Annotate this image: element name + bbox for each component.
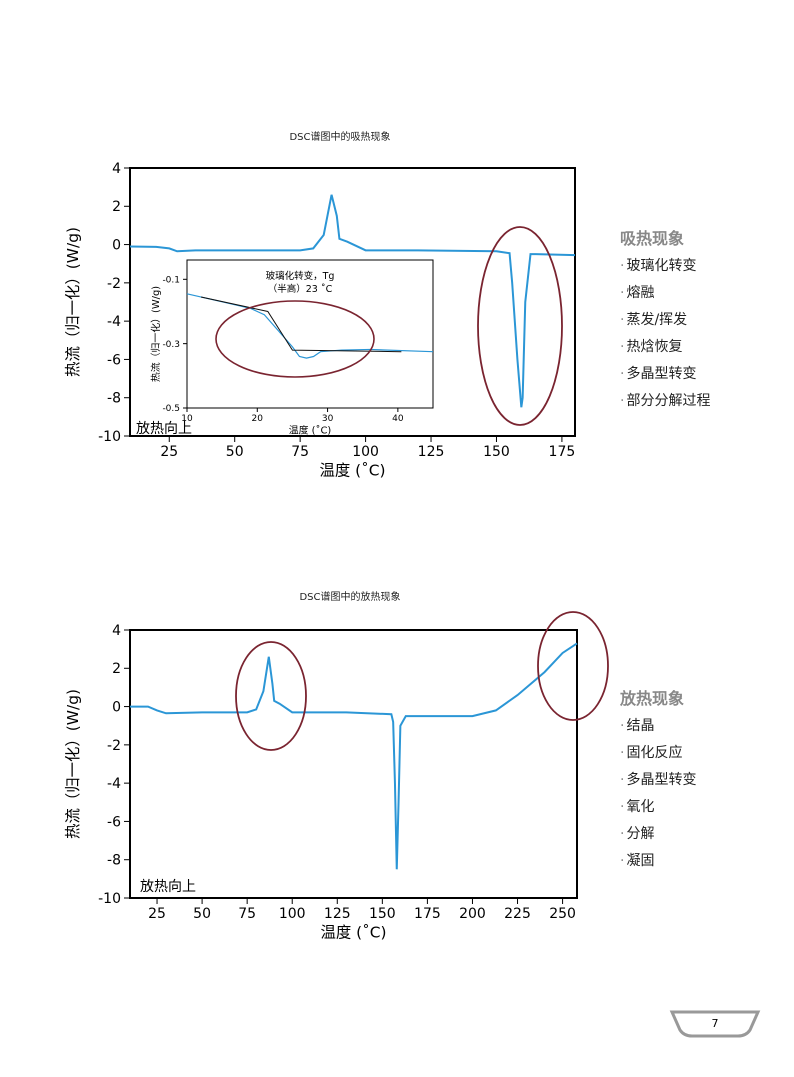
highlight-ellipse xyxy=(477,226,563,426)
y-tick-label: -10 xyxy=(98,891,121,907)
x-tick-label: 75 xyxy=(238,906,256,922)
legend-heading: 吸热现象 xyxy=(620,229,685,248)
inset-title: 玻璃化转变，Tg xyxy=(266,270,335,282)
highlight-ellipse xyxy=(235,641,307,751)
page-tab xyxy=(669,1010,761,1038)
chart2-title: DSC谱图中的放热现象 xyxy=(299,592,401,603)
y-axis-label: 热流（归一化）(W/g) xyxy=(64,227,82,377)
y-tick-label: 4 xyxy=(112,623,121,639)
y-axis-label: 热流（归一化）(W/g) xyxy=(149,286,162,382)
y-tick-label: -8 xyxy=(107,391,121,407)
y-tick-label: -2 xyxy=(107,738,121,754)
x-tick-label: 150 xyxy=(369,906,396,922)
y-tick-label: -0.3 xyxy=(162,340,180,350)
legend-item: 固化反应 xyxy=(620,742,696,769)
legend-item: 部分分解过程 xyxy=(620,390,710,417)
legend-heading: 放热现象 xyxy=(620,689,685,708)
data-series-line xyxy=(129,194,576,408)
legend-item: 结晶 xyxy=(620,715,696,742)
x-tick-label: 125 xyxy=(324,906,351,922)
x-tick-label: 20 xyxy=(252,414,264,424)
y-tick-label: 0 xyxy=(112,237,121,253)
legend-item: 凝固 xyxy=(620,850,696,877)
y-tick-label: -8 xyxy=(107,853,121,869)
legend-item: 蒸发/挥发 xyxy=(620,309,710,336)
x-axis-label: 温度 (˚C) xyxy=(289,424,331,437)
exo-up-annotation: 放热向上 xyxy=(140,879,196,895)
x-axis-label: 温度 (˚C) xyxy=(319,462,385,480)
legend-item: 分解 xyxy=(620,823,696,850)
x-tick-label: 200 xyxy=(459,906,486,922)
plot-frame xyxy=(129,629,578,899)
y-tick-label: 4 xyxy=(112,161,121,177)
x-tick-label: 175 xyxy=(414,906,441,922)
y-tick-label: -4 xyxy=(107,776,121,792)
y-tick-label: -0.1 xyxy=(162,275,180,285)
x-tick-label: 100 xyxy=(352,444,379,460)
y-tick-label: 0 xyxy=(112,699,121,715)
y-tick-label: -4 xyxy=(107,314,121,330)
y-tick-label: -10 xyxy=(98,429,121,445)
y-tick-label: -0.5 xyxy=(162,404,180,414)
legend-item: 熔融 xyxy=(620,282,710,309)
plot-frame xyxy=(186,259,434,409)
x-tick-label: 50 xyxy=(226,444,244,460)
highlight-ellipse xyxy=(537,611,609,721)
endothermic-legend: 吸热现象 玻璃化转变 熔融 蒸发/挥发 热焓恢复 多晶型转变 部分分解过程 xyxy=(620,225,710,417)
y-tick-label: -6 xyxy=(107,814,121,830)
y-tick-label: 2 xyxy=(112,661,121,677)
legend-item: 多晶型转变 xyxy=(620,363,710,390)
inset-subtitle: （半高）23 ˚C xyxy=(268,283,333,295)
x-tick-label: 40 xyxy=(392,414,404,424)
x-tick-label: 25 xyxy=(160,444,178,460)
data-series-line xyxy=(130,642,578,870)
x-tick-label: 175 xyxy=(549,444,576,460)
x-tick-label: 125 xyxy=(418,444,445,460)
x-tick-label: 100 xyxy=(279,906,306,922)
y-tick-label: 2 xyxy=(112,199,121,215)
tangent-line xyxy=(200,296,402,353)
x-tick-label: 250 xyxy=(549,906,576,922)
highlight-ellipse xyxy=(215,300,375,378)
x-tick-label: 225 xyxy=(504,906,531,922)
legend-item: 氧化 xyxy=(620,796,696,823)
chart1-title: DSC谱图中的吸热现象 xyxy=(289,132,391,143)
x-axis-label: 温度 (˚C) xyxy=(320,924,386,942)
x-tick-label: 25 xyxy=(148,906,166,922)
legend-item: 玻璃化转变 xyxy=(620,255,710,282)
page-number: 7 xyxy=(711,1017,719,1030)
legend-item: 多晶型转变 xyxy=(620,769,696,796)
x-tick-label: 50 xyxy=(193,906,211,922)
x-tick-label: 75 xyxy=(291,444,309,460)
legend-item: 热焓恢复 xyxy=(620,336,710,363)
x-tick-label: 150 xyxy=(483,444,510,460)
x-tick-label: 30 xyxy=(322,414,334,424)
exo-up-annotation: 放热向上 xyxy=(136,421,192,437)
y-tick-label: -2 xyxy=(107,276,121,292)
x-tick-label: 10 xyxy=(181,414,193,424)
y-tick-label: -6 xyxy=(107,352,121,368)
y-axis-label: 热流（归一化）(W/g) xyxy=(64,689,82,839)
exothermic-legend: 放热现象 结晶 固化反应 多晶型转变 氧化 分解 凝固 xyxy=(620,685,696,877)
